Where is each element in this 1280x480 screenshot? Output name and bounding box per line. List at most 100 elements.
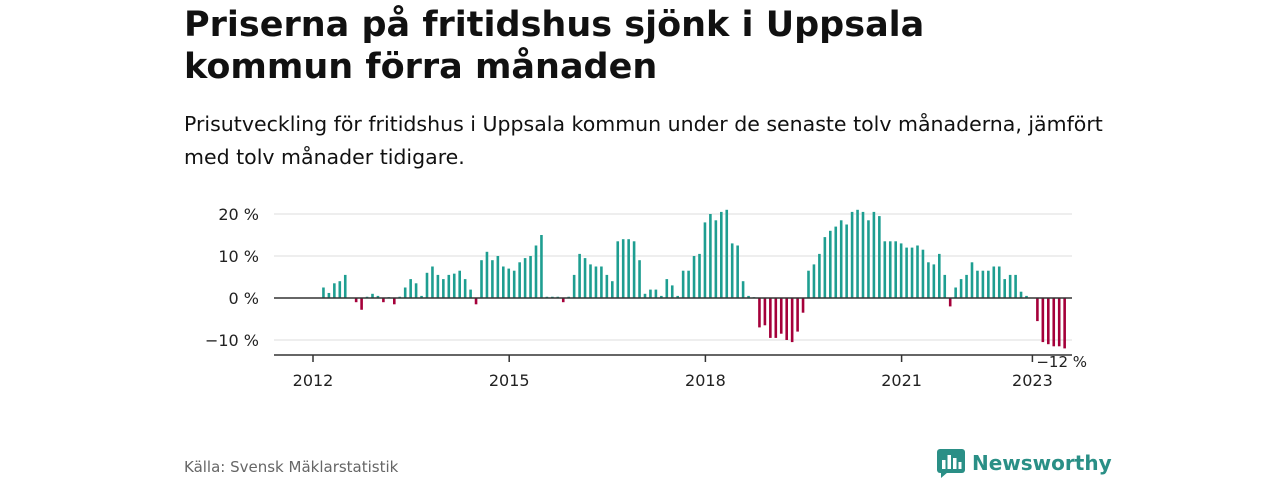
bar	[425, 272, 429, 298]
chart-title: Priserna på fritidshus sjönk i Uppsala k…	[184, 5, 925, 87]
bar	[665, 279, 669, 298]
x-tick-label: 2021	[881, 371, 922, 390]
bar	[894, 241, 897, 298]
bar	[1047, 298, 1050, 345]
bar	[965, 274, 968, 298]
bar	[758, 298, 761, 328]
bar	[540, 235, 543, 298]
bar	[436, 274, 440, 298]
bar	[992, 266, 996, 298]
bar	[333, 283, 336, 298]
x-tick-label: 2015	[489, 371, 530, 390]
bar	[1003, 279, 1006, 298]
bar	[681, 270, 685, 298]
bar	[1019, 291, 1023, 298]
bar	[496, 256, 500, 298]
bar	[632, 241, 636, 298]
bar	[638, 260, 641, 298]
bar	[474, 298, 478, 305]
chart-axes	[274, 297, 1072, 356]
bar	[371, 293, 374, 298]
bar	[458, 270, 461, 298]
bar	[714, 220, 718, 298]
bar	[948, 298, 952, 307]
x-axis-labels: 2012 2015 2018 2021 2023	[293, 355, 1053, 390]
bar	[741, 281, 745, 298]
newsworthy-logo: Newsworthy	[936, 448, 1112, 478]
bar	[447, 274, 451, 298]
bar	[921, 249, 925, 298]
bar	[327, 292, 331, 298]
bar	[692, 256, 696, 298]
bar	[420, 295, 423, 298]
bar	[1025, 295, 1028, 298]
bar	[343, 274, 347, 298]
bar	[878, 216, 881, 298]
bar	[883, 241, 887, 298]
bar	[725, 209, 729, 298]
bar	[611, 281, 614, 298]
bar	[393, 298, 396, 305]
bar	[491, 260, 494, 298]
bar	[709, 214, 712, 298]
bar	[409, 279, 412, 298]
bar	[932, 264, 936, 298]
chart-grid	[274, 213, 1072, 341]
bar	[938, 253, 941, 298]
bar	[899, 243, 903, 298]
bar	[736, 245, 739, 298]
bar	[376, 295, 380, 298]
bar	[850, 211, 854, 298]
bar	[790, 298, 794, 343]
bar	[583, 258, 587, 298]
bar	[338, 281, 342, 298]
bar	[649, 289, 652, 298]
bar	[654, 289, 658, 298]
bar	[354, 298, 358, 303]
bar	[463, 279, 467, 298]
bar	[627, 239, 630, 298]
bar	[959, 279, 963, 298]
bar	[1057, 298, 1061, 347]
bar	[480, 260, 483, 298]
bar	[643, 293, 647, 298]
bar	[970, 262, 974, 298]
bar	[888, 241, 892, 298]
bar	[452, 273, 456, 298]
bar	[845, 224, 848, 298]
bar	[823, 237, 827, 298]
bar	[698, 253, 701, 298]
bar-chart-speech-bubble-icon	[937, 449, 965, 478]
bar	[1036, 298, 1039, 322]
bar	[905, 247, 908, 298]
bar	[1008, 274, 1012, 298]
bar	[720, 211, 723, 298]
chart-bars	[322, 209, 1066, 349]
bar	[856, 209, 859, 298]
bar	[594, 266, 598, 298]
bar	[774, 298, 778, 338]
bar	[621, 239, 625, 298]
bar	[589, 264, 592, 298]
bar	[801, 298, 805, 313]
bar	[534, 245, 538, 298]
brand-name: Newsworthy	[972, 451, 1112, 475]
x-tick-label: 2012	[293, 371, 334, 390]
bar	[769, 298, 772, 338]
bar	[812, 264, 816, 298]
bar	[1063, 298, 1066, 349]
bar	[529, 256, 532, 298]
bar	[469, 289, 472, 298]
bar	[414, 283, 418, 298]
bar	[442, 279, 445, 298]
bar-chart: 20 % 10 % 0 % −10 % 2012 2015 2018 2021 2023 −1…	[205, 205, 1087, 390]
bar	[360, 298, 363, 310]
bar	[834, 226, 838, 298]
bar	[561, 298, 565, 303]
bar	[916, 245, 919, 298]
bar	[485, 251, 489, 298]
bar	[818, 253, 821, 298]
bar	[600, 266, 603, 298]
bar	[523, 258, 527, 298]
bar	[382, 298, 385, 303]
